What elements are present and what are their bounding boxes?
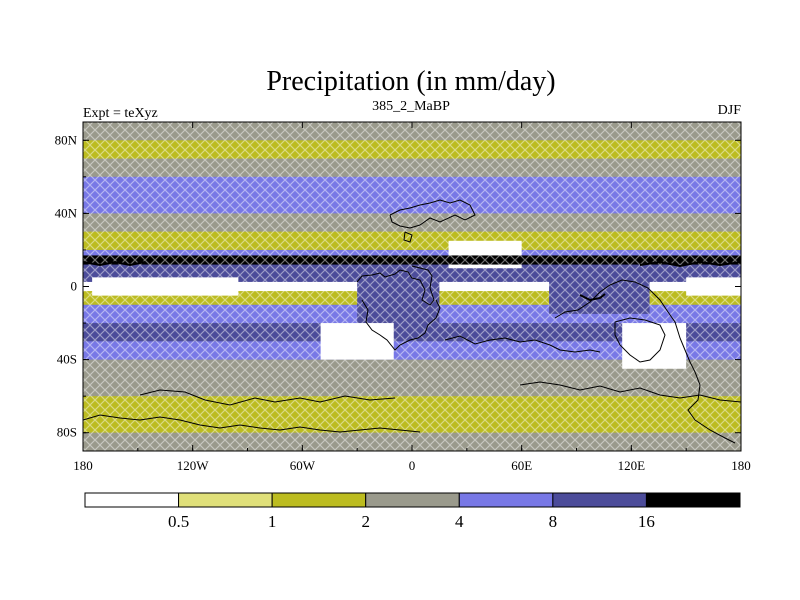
itcz-max-line-east bbox=[639, 260, 741, 268]
coastline-southern-ocean bbox=[519, 381, 741, 403]
x-tick-label: 180 bbox=[73, 458, 93, 473]
y-tick-label: 0 bbox=[71, 279, 78, 294]
colorbar-swatch bbox=[84, 492, 180, 508]
coastline-south-atlantic bbox=[139, 389, 396, 406]
x-tick-label: 120W bbox=[177, 458, 210, 473]
colorbar-label: 4 bbox=[455, 512, 464, 531]
colorbar-label: 0.5 bbox=[168, 512, 189, 531]
x-tick-label: 120E bbox=[618, 458, 646, 473]
colorbar-label: 2 bbox=[361, 512, 370, 531]
experiment-label: Expt = teXyz bbox=[83, 106, 158, 121]
colorbar-label: 1 bbox=[268, 512, 277, 531]
coastline-north-america bbox=[389, 199, 476, 229]
itcz-max-line-west bbox=[83, 260, 146, 267]
colorbar-label: 8 bbox=[549, 512, 558, 531]
coastline-south-america bbox=[356, 265, 435, 306]
coastline-indian-ocean bbox=[444, 335, 601, 353]
coastline-africa bbox=[361, 299, 441, 351]
colorbar-swatch bbox=[271, 492, 367, 508]
colorbar-swatch bbox=[365, 492, 460, 508]
coastline-australia bbox=[614, 317, 666, 363]
coastline-island bbox=[403, 231, 413, 243]
y-tick-label: 80S bbox=[57, 425, 77, 440]
y-tick-label: 80N bbox=[55, 132, 78, 147]
subtitle-center: 385_2_MaBP bbox=[372, 99, 450, 114]
y-tick-label: 40S bbox=[57, 352, 77, 367]
colorbar-swatch bbox=[552, 492, 647, 508]
colorbar-swatch bbox=[178, 492, 273, 508]
y-axis: 80N 40N 0 40S 80S bbox=[55, 132, 741, 440]
chart-title: Precipitation (in mm/day) bbox=[266, 66, 555, 97]
coastline-antarctica bbox=[83, 414, 421, 433]
colorbar-label: 16 bbox=[638, 512, 655, 531]
colorbar-swatch bbox=[645, 492, 741, 508]
x-tick-label: 60E bbox=[511, 458, 532, 473]
y-tick-label: 40N bbox=[55, 205, 78, 220]
precip-max-contours bbox=[83, 260, 741, 302]
season-label: DJF bbox=[718, 103, 742, 118]
x-tick-label: 60W bbox=[290, 458, 316, 473]
colorbar: 0.5 1 2 4 8 16 bbox=[84, 492, 741, 531]
x-tick-label: 0 bbox=[409, 458, 416, 473]
coastlines bbox=[83, 199, 741, 444]
stipple-overlay bbox=[83, 122, 741, 451]
coastline-asia bbox=[554, 279, 736, 444]
colorbar-swatch bbox=[458, 492, 554, 508]
x-axis: 180 120W 60W 0 60E 120E 180 bbox=[73, 122, 751, 473]
x-tick-label: 180 bbox=[731, 458, 751, 473]
asia-max-line bbox=[579, 293, 606, 302]
